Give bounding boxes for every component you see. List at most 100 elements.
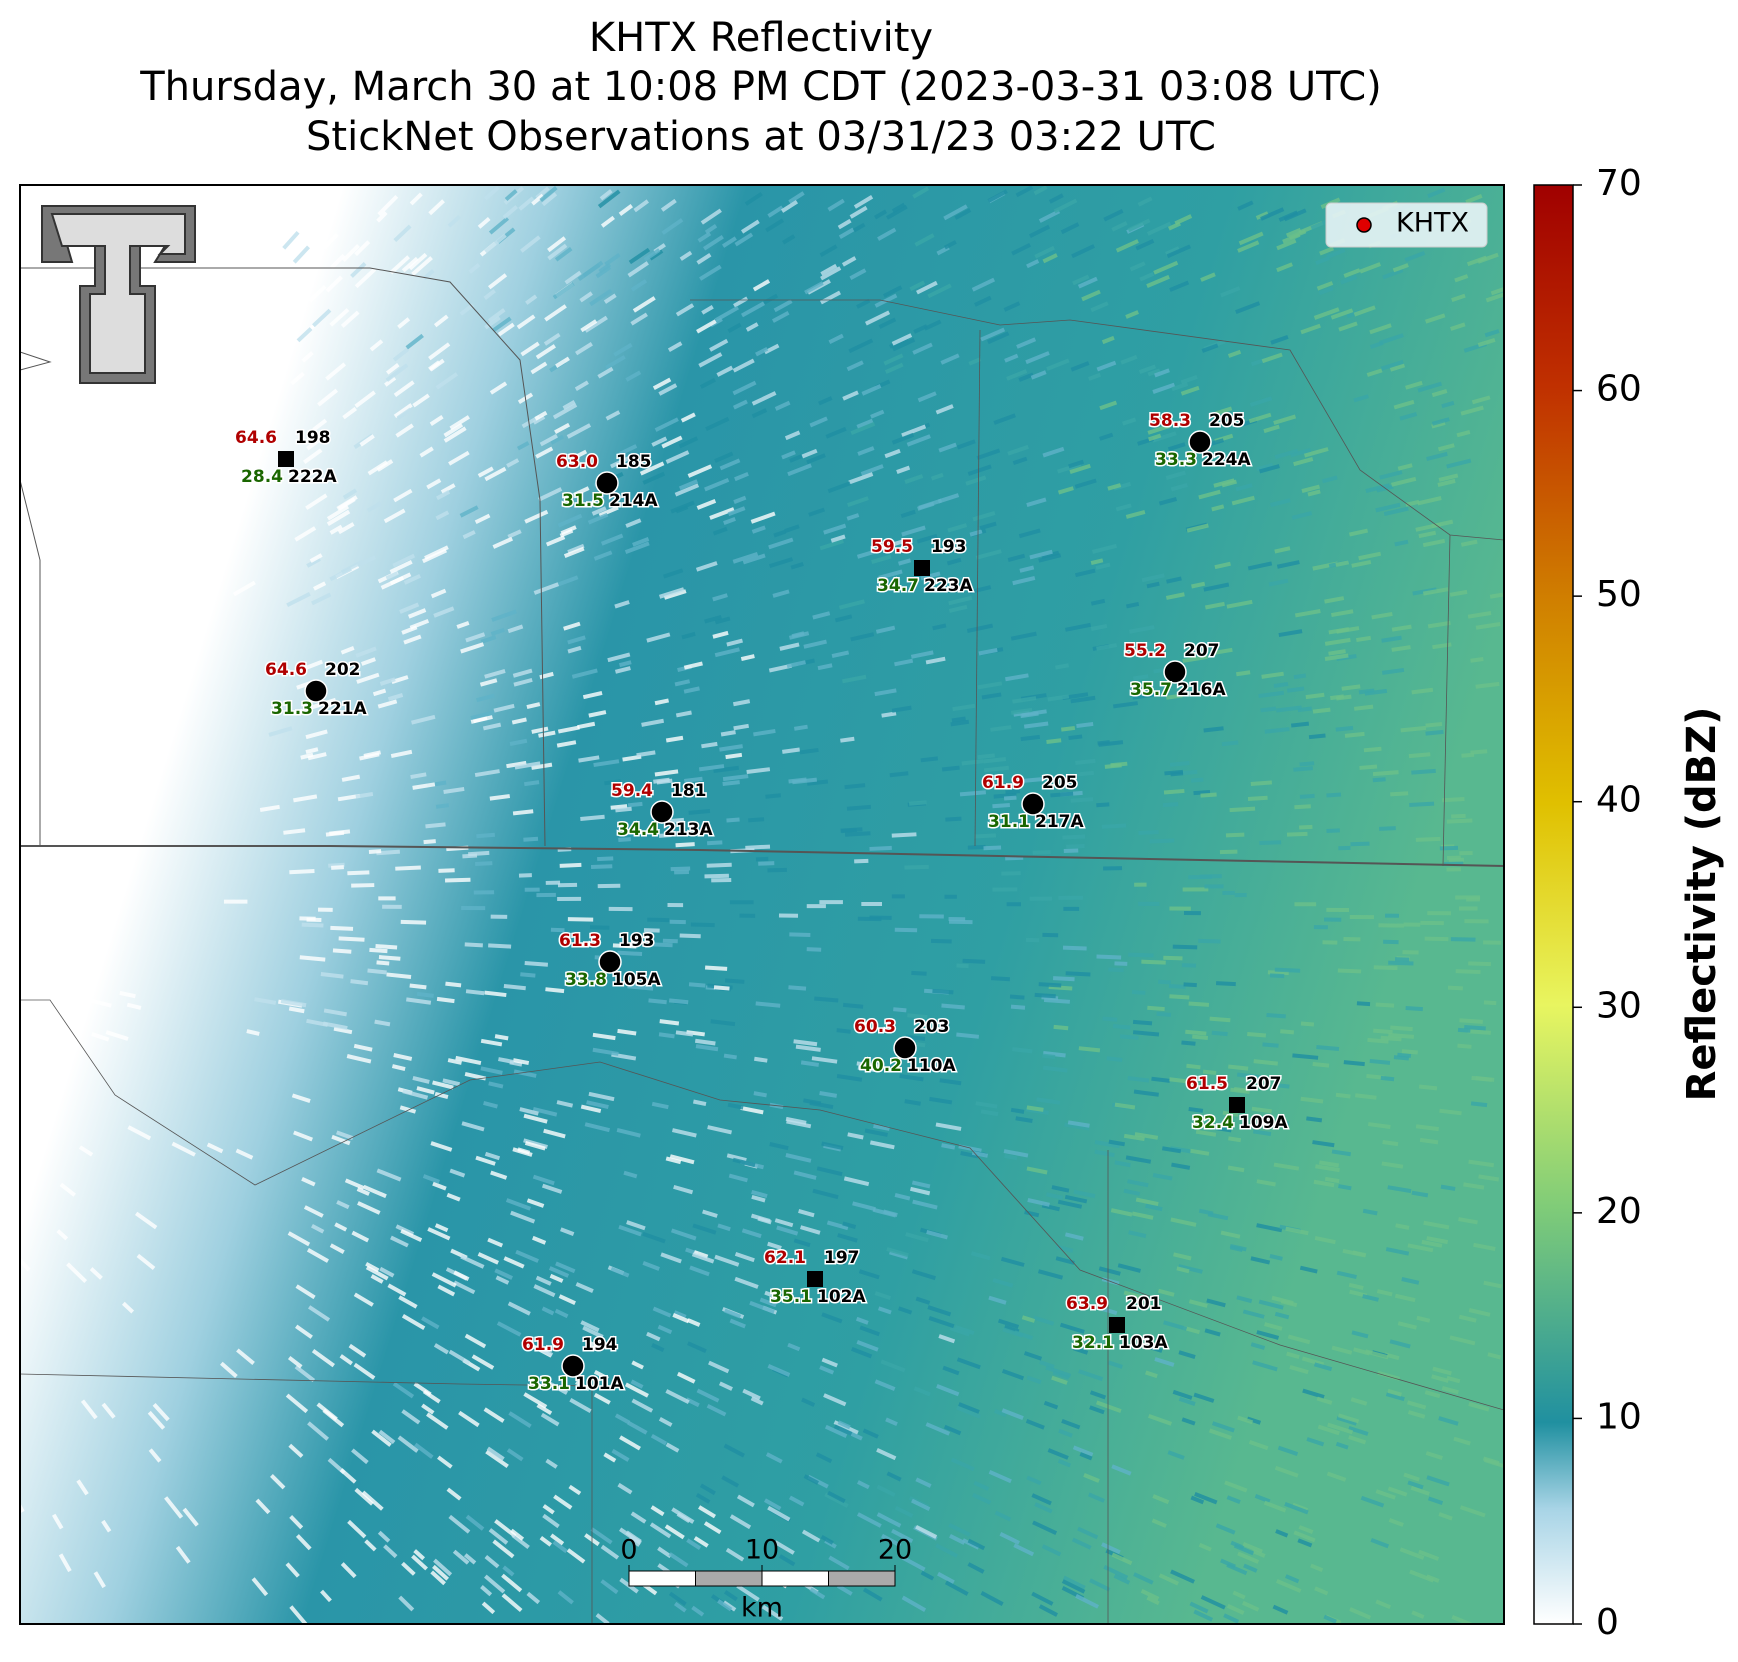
radar-streak [654, 698, 670, 706]
radar-streak [1167, 1450, 1185, 1460]
radar-streak [1027, 1197, 1050, 1207]
station-marker [1021, 792, 1045, 816]
radar-streak [126, 1002, 142, 1010]
radar-streak [896, 465, 911, 474]
radar-streak [367, 460, 389, 476]
radar-streak [950, 719, 970, 727]
radar-streak [443, 423, 464, 438]
radar-streak [452, 1549, 470, 1565]
radar-streak [704, 873, 729, 879]
radar-streak [736, 1494, 755, 1508]
radar-streak [1388, 1518, 1404, 1527]
radar-streak [1385, 1392, 1405, 1402]
radar-streak [318, 907, 333, 912]
radar-streak [713, 985, 730, 991]
radar-streak [401, 1314, 426, 1330]
radar-streak [320, 1589, 332, 1603]
temperature: 64.6 [235, 428, 277, 448]
radar-streak [1046, 1192, 1064, 1200]
radar-streak [753, 1091, 767, 1098]
radar-streak [1047, 1448, 1069, 1460]
radar-streak [1099, 432, 1114, 441]
radar-streak [1215, 406, 1233, 416]
radar-streak [531, 762, 553, 770]
radar-streak [856, 1480, 870, 1490]
radar-streak [1193, 1392, 1215, 1403]
radar-streak [1108, 1139, 1126, 1147]
radar-streak [1348, 1435, 1367, 1445]
radar-streak [507, 624, 524, 634]
radar-streak [1227, 349, 1242, 358]
radar-streak [630, 1379, 644, 1389]
radar-streak [1135, 238, 1155, 251]
station-marker [650, 800, 674, 824]
radar-streak [1145, 1203, 1163, 1212]
radar-streak [1127, 1179, 1149, 1188]
radar-streak [727, 1102, 744, 1110]
radar-streak [1336, 626, 1360, 634]
radar-streak [1299, 824, 1313, 830]
radar-streak [909, 280, 926, 292]
radar-streak [786, 660, 806, 669]
radar-streak [891, 432, 915, 445]
station-marker [304, 679, 328, 703]
radar-streak [838, 599, 865, 610]
radar-streak [1397, 463, 1413, 471]
radar-streak [1399, 1547, 1425, 1560]
radar-streak [1001, 1369, 1025, 1381]
radar-streak [734, 1276, 759, 1289]
radar-streak [1112, 1024, 1131, 1030]
radar-streak [1064, 1232, 1084, 1241]
radar-streak [397, 1435, 419, 1453]
radar-streak [1111, 1464, 1132, 1476]
station-marker [914, 560, 930, 576]
radar-streak [973, 1480, 990, 1491]
radar-streak [1145, 1370, 1158, 1379]
radar-streak [862, 1428, 879, 1439]
radar-streak [733, 296, 749, 308]
radar-streak [475, 1155, 496, 1166]
radar-streak [1247, 561, 1273, 571]
radar-streak [523, 836, 539, 842]
radar-streak [371, 1429, 392, 1447]
radar-streak [883, 353, 904, 366]
radar-streak [1381, 1161, 1404, 1169]
radar-streak [844, 783, 866, 790]
radar-streak [372, 688, 387, 697]
radar-streak [481, 1601, 496, 1615]
radar-streak [1212, 1125, 1232, 1133]
radar-streak [1125, 310, 1139, 319]
radar-streak [1358, 551, 1382, 561]
radar-streak [626, 1220, 646, 1231]
radar-streak [1226, 1563, 1248, 1576]
radar-streak [497, 322, 515, 337]
radar-streak [1203, 582, 1230, 592]
dewpoint: 31.1 [988, 812, 1030, 832]
radar-streak [1133, 1572, 1154, 1585]
radar-streak [1453, 1436, 1471, 1446]
radar-streak [1222, 890, 1235, 896]
radar-streak [842, 1221, 857, 1229]
dewpoint: 32.1 [1072, 1333, 1114, 1353]
radar-field [20, 185, 1504, 1624]
radar-streak [1211, 504, 1225, 512]
radar-streak [437, 1284, 456, 1297]
radar-streak [490, 627, 505, 636]
radar-streak [1391, 645, 1411, 652]
radar-streak [842, 1002, 864, 1009]
radar-streak [774, 1540, 795, 1555]
radar-streak [1043, 1400, 1059, 1410]
radar-streak [1270, 498, 1291, 508]
radar-streak [679, 933, 701, 939]
colorbar-tick-label: 40 [1596, 780, 1642, 821]
radar-streak [354, 240, 371, 257]
radar-streak [514, 761, 541, 770]
radar-streak [488, 1081, 504, 1089]
radar-streak [535, 1275, 552, 1286]
radar-streak [795, 1044, 821, 1052]
radar-streak [723, 1053, 737, 1060]
radar-streak [1227, 1165, 1245, 1173]
radar-streak [52, 736, 67, 746]
radar-streak [938, 1334, 956, 1344]
radar-streak [1036, 1097, 1061, 1105]
